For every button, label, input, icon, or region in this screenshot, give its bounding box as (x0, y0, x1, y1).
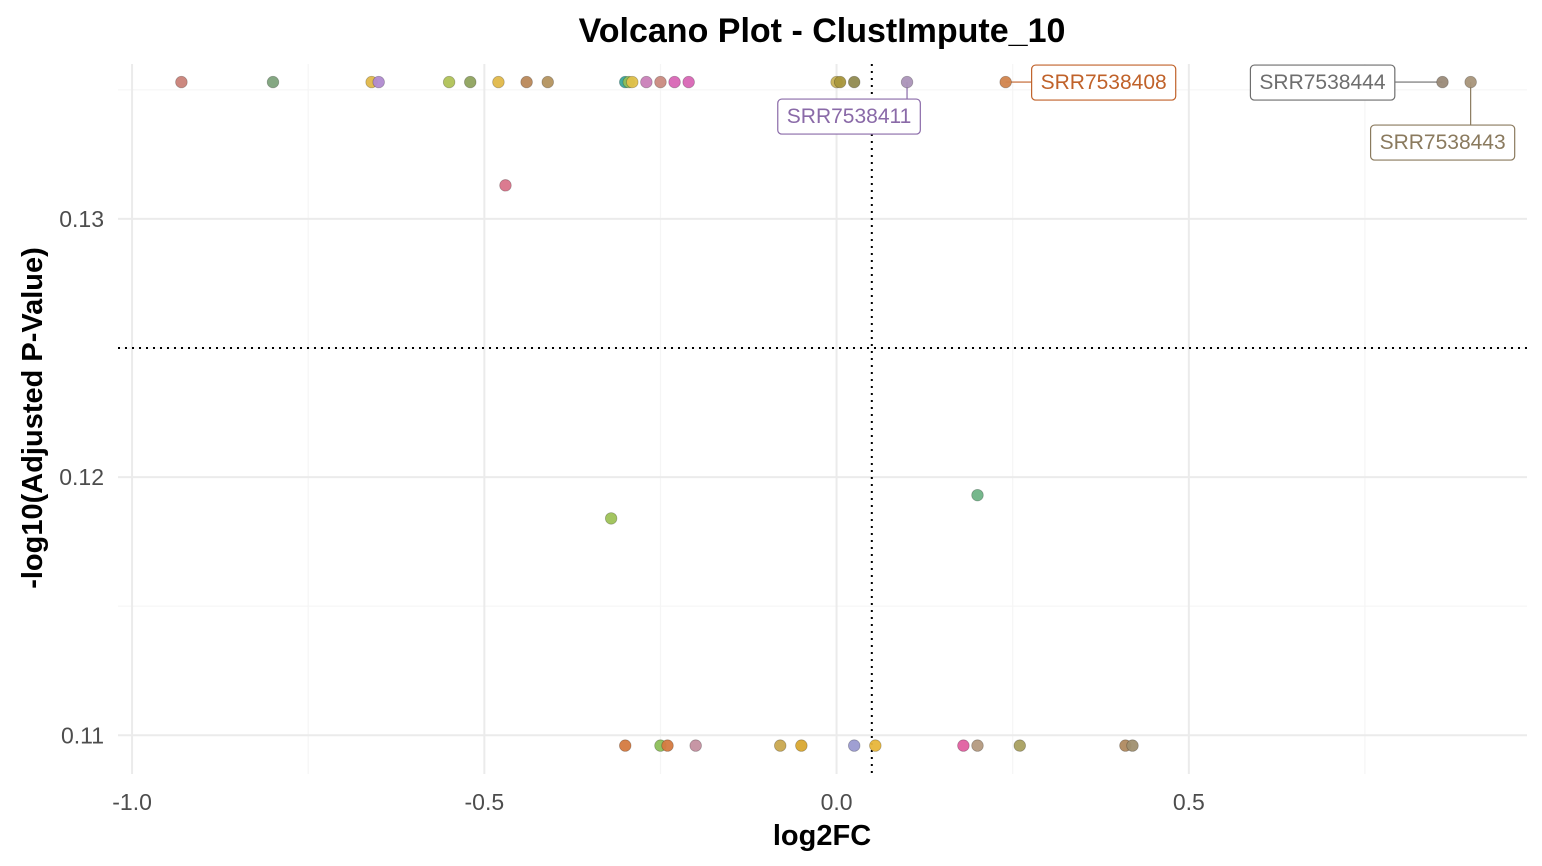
y-tick-label: 0.13 (59, 206, 104, 232)
chart-title: Volcano Plot - ClustImpute_10 (579, 12, 1066, 50)
data-point (266, 75, 280, 89)
data-point (971, 739, 984, 752)
data-point (640, 75, 653, 89)
data-point (689, 739, 702, 752)
data-point (619, 739, 632, 752)
x-tick-label: 0.5 (1173, 789, 1205, 815)
point-label-box (777, 98, 921, 135)
data-point (1126, 739, 1139, 752)
data-point (833, 75, 847, 89)
data-point (520, 75, 533, 89)
data-point (175, 75, 188, 89)
y-axis-title: -log10(Adjusted P-Value) (17, 247, 49, 589)
data-point (661, 739, 674, 752)
data-point (999, 75, 1012, 89)
data-point (774, 739, 787, 752)
data-point (1013, 739, 1026, 752)
data-point (848, 739, 861, 752)
point-label: SRR7538408 (1041, 71, 1167, 94)
data-point (372, 75, 385, 89)
threshold-lines (118, 64, 1527, 774)
data-point (626, 75, 639, 89)
point-label-box (1249, 64, 1396, 101)
x-tick-label: -1.0 (112, 789, 152, 815)
point-label: SRR7538443 (1380, 131, 1506, 154)
data-point (869, 739, 882, 752)
point-label: SRR7538444 (1259, 71, 1385, 94)
data-point (971, 488, 984, 502)
data-point (848, 75, 861, 89)
y-tick-label: 0.12 (59, 464, 104, 490)
data-point (1464, 75, 1477, 89)
data-point (604, 512, 618, 525)
data-point (442, 75, 456, 89)
data-points (175, 75, 1477, 752)
label-connectors (906, 81, 1472, 126)
data-point (1436, 75, 1449, 89)
point-labels: SRR7538411 SRR7538408 SRR7538444 SRR7538443 (777, 64, 1516, 161)
x-tick-label: 0.0 (821, 789, 853, 815)
point-label-box (1031, 64, 1177, 101)
data-point (668, 75, 681, 89)
data-point (492, 75, 505, 89)
x-tick-label: -0.5 (465, 789, 505, 815)
data-point (654, 75, 667, 89)
data-point (464, 75, 477, 89)
x-axis-title: log2FC (773, 820, 871, 852)
grid (118, 64, 1527, 774)
data-point (957, 739, 970, 752)
y-tick-label: 0.11 (61, 722, 104, 748)
x-axis-ticks: -1.0 -0.5 0.0 0.5 (112, 789, 1205, 815)
data-point (795, 739, 808, 752)
data-point (682, 75, 695, 89)
data-point (499, 179, 512, 192)
data-point (900, 75, 914, 89)
y-axis-ticks: 0.11 0.12 0.13 (59, 206, 104, 748)
point-label: SRR7538411 (787, 105, 912, 128)
point-label-box (1369, 124, 1516, 161)
data-point (541, 75, 554, 89)
